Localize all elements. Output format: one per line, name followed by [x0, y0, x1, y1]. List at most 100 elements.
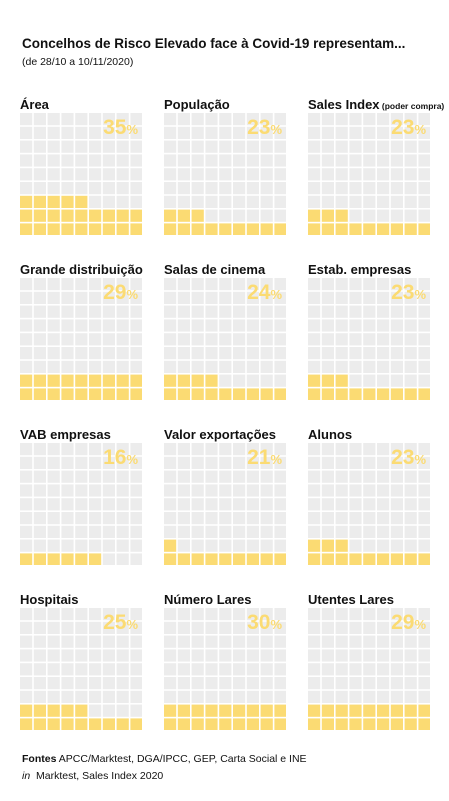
- value-number: 29: [103, 281, 126, 304]
- waffle-cell-empty: [404, 140, 417, 153]
- waffle-cell-empty: [246, 525, 259, 538]
- waffle-cell-empty: [219, 305, 232, 318]
- waffle-cell-empty: [404, 677, 417, 690]
- waffle-cell-empty: [47, 456, 60, 469]
- waffle-cell-empty: [47, 484, 60, 497]
- waffle-cell-empty: [377, 539, 390, 552]
- waffle-cell-filled: [47, 388, 60, 400]
- waffle-cell-empty: [177, 333, 190, 346]
- waffle-cell-empty: [75, 347, 88, 360]
- waffle-cell-empty: [377, 291, 390, 304]
- waffle-cell-empty: [363, 456, 376, 469]
- waffle-cell-empty: [418, 209, 430, 222]
- waffle-cell-empty: [47, 539, 60, 552]
- panel-label: VAB empresas: [20, 427, 111, 443]
- waffle-panel-vab-empresas: VAB empresas 16%: [20, 427, 142, 567]
- waffle-cell-filled: [102, 374, 115, 387]
- waffle-cell-empty: [246, 168, 259, 181]
- waffle-cell-empty: [418, 484, 430, 497]
- waffle-cell-empty: [246, 690, 259, 703]
- waffle-cell-empty: [418, 347, 430, 360]
- waffle-cell-empty: [75, 525, 88, 538]
- waffle-cell-empty: [404, 635, 417, 648]
- waffle-cell-empty: [246, 539, 259, 552]
- waffle-cell-empty: [308, 360, 321, 373]
- waffle-cell-empty: [418, 470, 430, 483]
- waffle-cell-filled: [33, 704, 46, 717]
- waffle-cell-empty: [335, 113, 348, 126]
- waffle-cell-empty: [404, 347, 417, 360]
- waffle-cell-filled: [390, 553, 403, 565]
- waffle-cell-filled: [164, 553, 177, 565]
- waffle-cell-empty: [219, 360, 232, 373]
- waffle-cell-empty: [335, 649, 348, 662]
- waffle-cell-empty: [33, 360, 46, 373]
- waffle-cell-filled: [321, 209, 334, 222]
- waffle-cell-empty: [233, 154, 246, 167]
- waffle-cell-empty: [164, 195, 177, 208]
- waffle-cell-empty: [47, 690, 60, 703]
- waffle-cell-empty: [390, 209, 403, 222]
- value-unit: %: [126, 452, 138, 467]
- waffle-cell-filled: [130, 718, 142, 730]
- waffle-cell-empty: [308, 456, 321, 469]
- waffle-cell-empty: [33, 278, 46, 291]
- waffle-cell-filled: [89, 553, 102, 565]
- waffle-cell-empty: [390, 168, 403, 181]
- waffle-cell-filled: [33, 718, 46, 730]
- waffle-cell-empty: [308, 512, 321, 525]
- value-unit: %: [414, 452, 426, 467]
- waffle-cell-empty: [20, 140, 33, 153]
- waffle-cell-empty: [233, 470, 246, 483]
- waffle-cell-filled: [377, 718, 390, 730]
- waffle-cell-filled: [164, 209, 177, 222]
- waffle-cell-empty: [47, 113, 60, 126]
- waffle-cell-filled: [404, 704, 417, 717]
- waffle-cell-empty: [274, 635, 286, 648]
- waffle-cell-filled: [191, 209, 204, 222]
- waffle-cell-empty: [75, 182, 88, 195]
- waffle-cell-empty: [33, 512, 46, 525]
- waffle-cell-empty: [349, 649, 362, 662]
- waffle-cell-empty: [177, 621, 190, 634]
- waffle-cell-filled: [191, 388, 204, 400]
- waffle-cell-empty: [404, 291, 417, 304]
- waffle-cell-filled: [177, 718, 190, 730]
- waffle-cell-empty: [20, 663, 33, 676]
- waffle-cell-empty: [349, 347, 362, 360]
- waffle-cell-empty: [130, 113, 142, 126]
- waffle-cell-empty: [191, 635, 204, 648]
- waffle-cell-empty: [219, 512, 232, 525]
- waffle-cell-empty: [349, 195, 362, 208]
- waffle-cell-empty: [61, 621, 74, 634]
- waffle-cell-empty: [390, 456, 403, 469]
- waffle-grid: 30%: [164, 608, 286, 730]
- waffle-cell-filled: [177, 704, 190, 717]
- waffle-grid: 24%: [164, 278, 286, 400]
- waffle-cell-empty: [233, 347, 246, 360]
- waffle-cell-empty: [418, 319, 430, 332]
- waffle-cell-empty: [274, 690, 286, 703]
- waffle-cell-empty: [363, 140, 376, 153]
- waffle-cell-empty: [335, 182, 348, 195]
- waffle-cell-filled: [89, 223, 102, 235]
- waffle-panel-grande-distribuicao: Grande distribuição 29%: [20, 262, 143, 402]
- waffle-cell-empty: [390, 182, 403, 195]
- waffle-cell-empty: [246, 291, 259, 304]
- waffle-cell-empty: [349, 168, 362, 181]
- waffle-cell-empty: [390, 512, 403, 525]
- waffle-cell-empty: [219, 319, 232, 332]
- waffle-cell-empty: [116, 291, 129, 304]
- waffle-cell-empty: [274, 319, 286, 332]
- waffle-cell-empty: [61, 278, 74, 291]
- waffle-cell-empty: [404, 470, 417, 483]
- waffle-cell-empty: [274, 305, 286, 318]
- waffle-cell-empty: [260, 677, 273, 690]
- waffle-cell-empty: [233, 319, 246, 332]
- waffle-cell-empty: [205, 195, 218, 208]
- waffle-cell-empty: [349, 635, 362, 648]
- waffle-cell-empty: [404, 195, 417, 208]
- waffle-cell-empty: [377, 360, 390, 373]
- waffle-cell-empty: [102, 333, 115, 346]
- waffle-cell-empty: [164, 113, 177, 126]
